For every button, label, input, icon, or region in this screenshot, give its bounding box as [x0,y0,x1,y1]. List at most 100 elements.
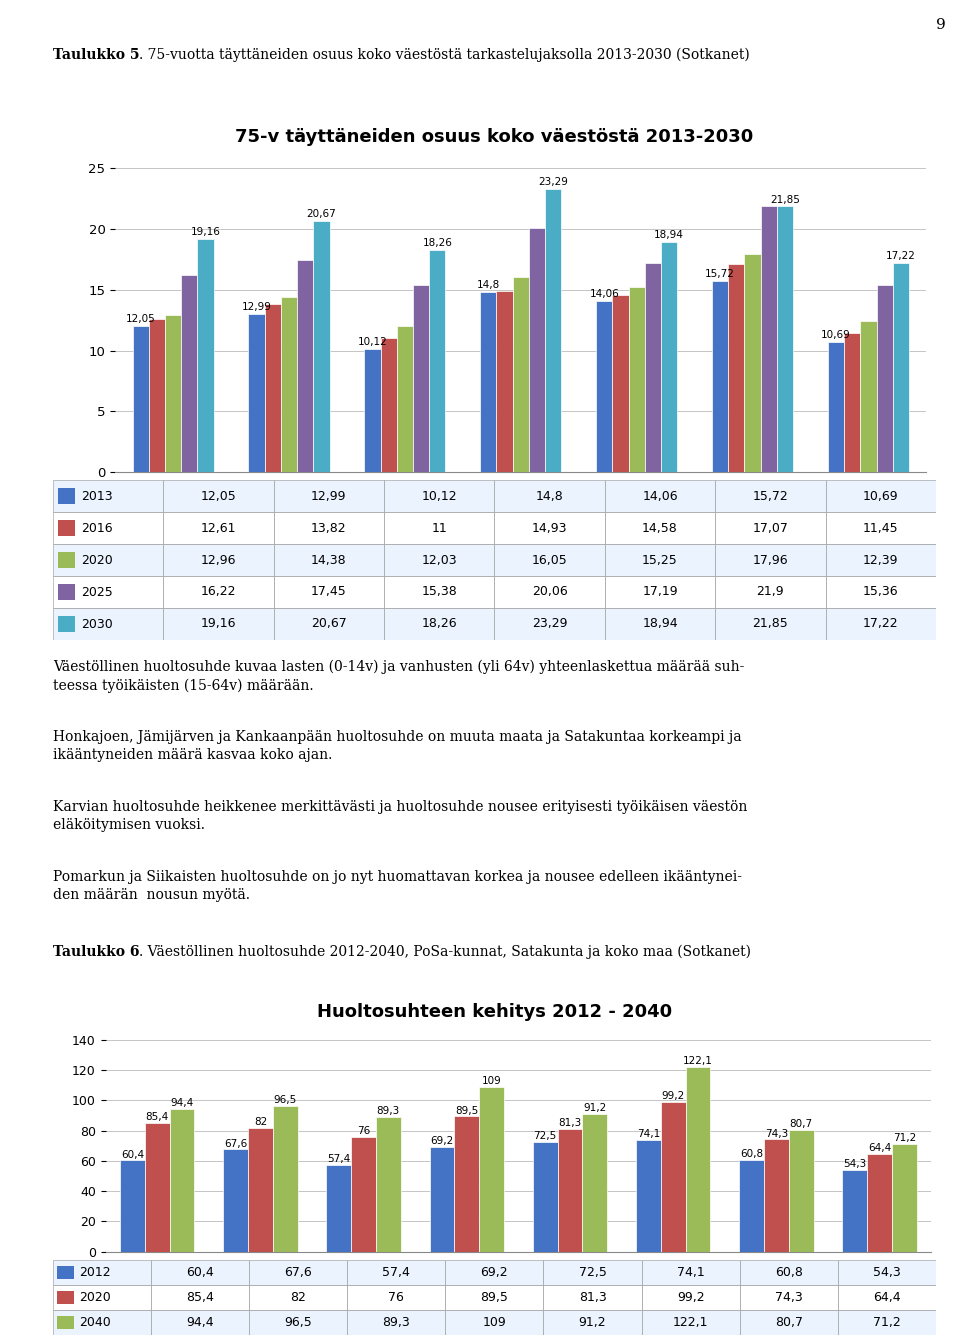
Text: 82: 82 [290,1292,306,1304]
Text: 10,69: 10,69 [821,331,851,340]
Bar [685,1067,710,1251]
Bar [248,1128,273,1251]
Bar [313,220,329,472]
Text: 80,7: 80,7 [775,1316,803,1329]
Bar [629,286,645,472]
Text: 72,5: 72,5 [534,1132,557,1141]
Bar [274,512,384,544]
Text: 14,93: 14,93 [532,521,567,535]
Text: Taulukko 5: Taulukko 5 [53,48,139,62]
Bar [494,480,605,512]
Bar [605,607,715,640]
Text: 72,5: 72,5 [579,1266,607,1279]
Text: 15,72: 15,72 [753,489,788,503]
Bar [53,577,936,607]
Bar [53,512,936,544]
Bar [789,1129,813,1251]
Text: Karvian huoltosuhde heikkenee merkittävästi ja huoltosuhde nousee erityisesti ty: Karvian huoltosuhde heikkenee merkittävä… [53,800,747,832]
Bar [59,585,75,599]
Bar [145,1122,170,1251]
Text: 71,2: 71,2 [873,1316,900,1329]
Text: 17,22: 17,22 [863,617,899,630]
Text: 12,03: 12,03 [421,554,457,567]
Text: Huoltosuhteen kehitys 2012 - 2040: Huoltosuhteen kehitys 2012 - 2040 [317,1003,672,1021]
Text: 2030: 2030 [82,617,113,630]
Bar [151,1310,249,1335]
Text: 19,16: 19,16 [201,617,236,630]
Bar [274,544,384,577]
Bar [445,1261,543,1285]
Bar [893,262,909,472]
Bar [53,577,163,607]
Bar [583,1114,607,1251]
Text: 10,69: 10,69 [863,489,899,503]
Bar [826,544,936,577]
Text: 60,4: 60,4 [186,1266,214,1279]
Bar [57,1266,74,1278]
Text: 60,8: 60,8 [740,1149,763,1159]
Bar [494,544,605,577]
Bar [53,512,163,544]
Text: 69,2: 69,2 [481,1266,508,1279]
Text: . Väestöllinen huoltosuhde 2012-2040, PoSa-kunnat, Satakunta ja koko maa (Sotkan: . Väestöllinen huoltosuhde 2012-2040, Po… [139,945,752,960]
Text: 12,05: 12,05 [201,489,236,503]
Bar [53,607,163,640]
Bar [413,285,429,472]
Text: 60,8: 60,8 [775,1266,803,1279]
Bar [53,480,163,512]
Bar [384,544,494,577]
Text: 2013: 2013 [82,489,113,503]
Text: 122,1: 122,1 [673,1316,708,1329]
Bar [533,1142,558,1251]
Bar [53,1261,151,1285]
Bar [494,577,605,607]
Bar [494,512,605,544]
Text: 18,94: 18,94 [654,230,684,241]
Bar [636,1140,660,1251]
Text: 15,72: 15,72 [706,269,735,280]
Bar [163,577,274,607]
Bar [605,512,715,544]
Bar [326,1165,351,1251]
Text: 60,4: 60,4 [121,1149,144,1160]
Text: 91,2: 91,2 [579,1316,607,1329]
Bar [838,1261,936,1285]
Text: 57,4: 57,4 [327,1154,350,1164]
Text: 67,6: 67,6 [224,1138,248,1149]
Bar [543,1261,641,1285]
Text: 14,06: 14,06 [642,489,678,503]
Text: 81,3: 81,3 [559,1118,582,1128]
Bar [57,1316,74,1329]
Text: 16,05: 16,05 [532,554,567,567]
Bar [53,607,936,640]
Bar [529,228,545,472]
Bar [151,1285,249,1310]
Bar [661,242,677,472]
Text: 109: 109 [483,1316,506,1329]
Text: 109: 109 [482,1077,501,1086]
Bar [494,607,605,640]
Bar [715,577,826,607]
Text: 11,45: 11,45 [863,521,899,535]
Text: 19,16: 19,16 [191,227,221,238]
Bar [729,265,744,472]
Text: . 75-vuotta täyttäneiden osuus koko väestöstä tarkastelujaksolla 2013-2030 (Sotk: . 75-vuotta täyttäneiden osuus koko väes… [139,48,750,62]
Bar [163,480,274,512]
Text: 57,4: 57,4 [382,1266,410,1279]
Bar [430,1146,454,1251]
Bar [249,1310,348,1335]
Bar [53,544,936,577]
Bar [740,1310,838,1335]
Bar [165,314,181,472]
Bar [660,1102,685,1251]
Text: 12,99: 12,99 [311,489,347,503]
Text: 21,85: 21,85 [770,195,800,204]
Bar [641,1285,740,1310]
Text: 14,8: 14,8 [536,489,564,503]
Bar [445,1310,543,1335]
Bar [53,544,163,577]
Bar [348,1285,445,1310]
Text: 18,26: 18,26 [421,617,457,630]
Bar [224,1149,248,1251]
Bar [281,297,298,472]
